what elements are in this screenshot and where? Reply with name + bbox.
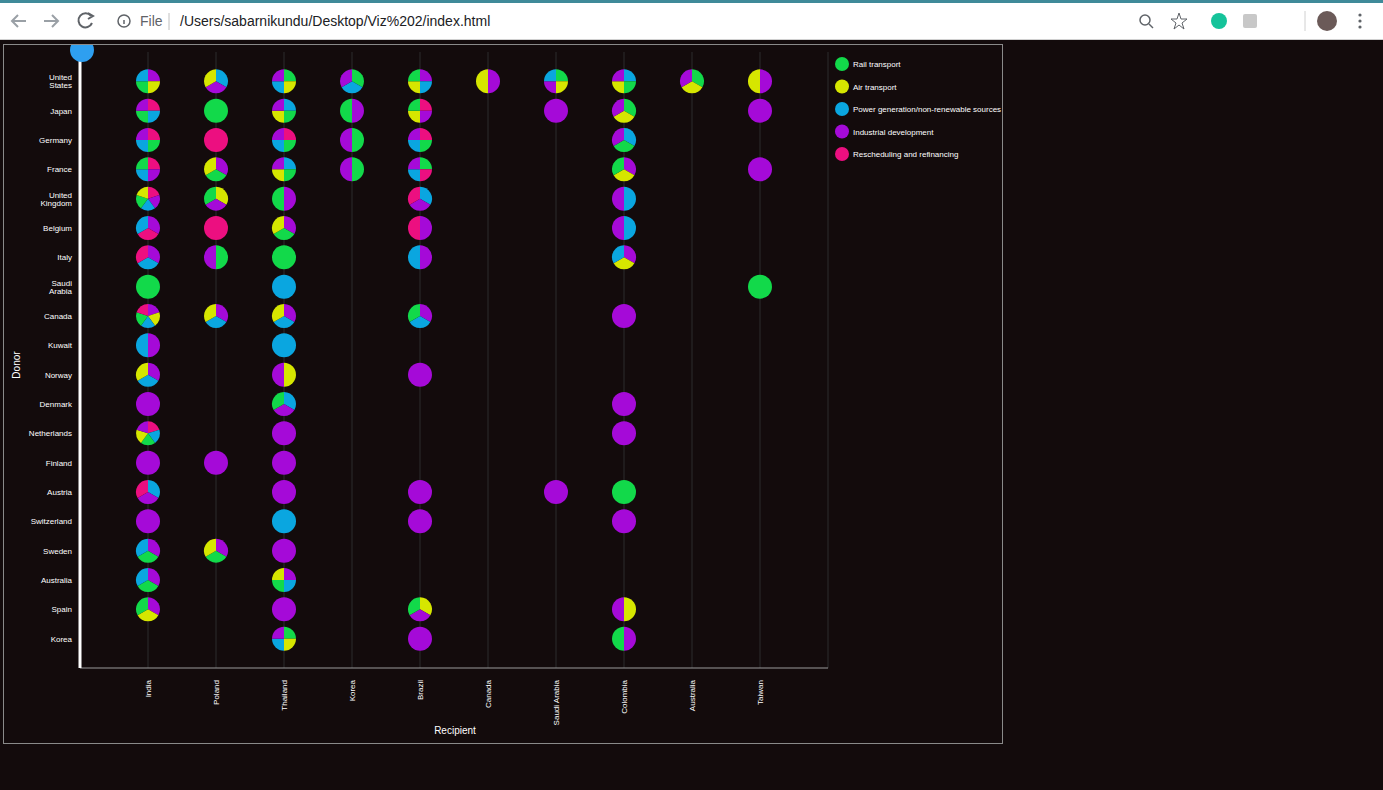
- svg-text:India: India: [144, 679, 153, 697]
- svg-text:Norway: Norway: [45, 371, 72, 380]
- svg-text:UnitedKingdom: UnitedKingdom: [40, 191, 72, 208]
- svg-text:Industrial development: Industrial development: [853, 128, 934, 137]
- svg-text:Canada: Canada: [484, 679, 493, 708]
- svg-text:Taiwan: Taiwan: [756, 680, 765, 705]
- svg-text:Switzerland: Switzerland: [31, 517, 72, 526]
- svg-text:Brazil: Brazil: [416, 680, 425, 700]
- svg-text:Poland: Poland: [212, 680, 221, 705]
- svg-text:Rail transport: Rail transport: [853, 60, 901, 69]
- svg-text:Australia: Australia: [688, 679, 697, 711]
- svg-text:Canada: Canada: [44, 312, 73, 321]
- svg-text:Sweden: Sweden: [43, 547, 72, 556]
- svg-text:Thailand: Thailand: [280, 680, 289, 711]
- svg-text:Italy: Italy: [57, 253, 72, 262]
- svg-text:File: File: [140, 13, 163, 29]
- svg-text:SaudiArabia: SaudiArabia: [49, 279, 73, 296]
- svg-text:Australia: Australia: [41, 576, 73, 585]
- svg-text:UnitedStates: UnitedStates: [49, 73, 72, 90]
- svg-text:Korea: Korea: [348, 679, 357, 701]
- svg-text:Recipient: Recipient: [434, 725, 476, 736]
- svg-text:Donor: Donor: [11, 351, 22, 379]
- svg-text:Austria: Austria: [47, 488, 72, 497]
- svg-text:Denmark: Denmark: [40, 400, 73, 409]
- svg-text:Kuwait: Kuwait: [48, 341, 73, 350]
- svg-text:Colombia: Colombia: [620, 679, 629, 713]
- svg-text:Spain: Spain: [52, 605, 72, 614]
- svg-text:Power generation/non-renewable: Power generation/non-renewable sources: [853, 105, 1001, 114]
- svg-text:France: France: [47, 165, 72, 174]
- svg-text:Korea: Korea: [51, 635, 73, 644]
- svg-text:Air transport: Air transport: [853, 83, 897, 92]
- svg-text:Belgium: Belgium: [43, 224, 72, 233]
- svg-text:Japan: Japan: [50, 107, 72, 116]
- svg-text:Rescheduling and refinancing: Rescheduling and refinancing: [853, 150, 958, 159]
- svg-text:Netherlands: Netherlands: [29, 429, 72, 438]
- svg-text:Saudi Arabia: Saudi Arabia: [552, 679, 561, 725]
- svg-text:Germany: Germany: [39, 136, 72, 145]
- svg-text:/Users/sabarnikundu/Desktop/Vi: /Users/sabarnikundu/Desktop/Viz%202/inde…: [180, 13, 490, 29]
- svg-text:Finland: Finland: [46, 459, 72, 468]
